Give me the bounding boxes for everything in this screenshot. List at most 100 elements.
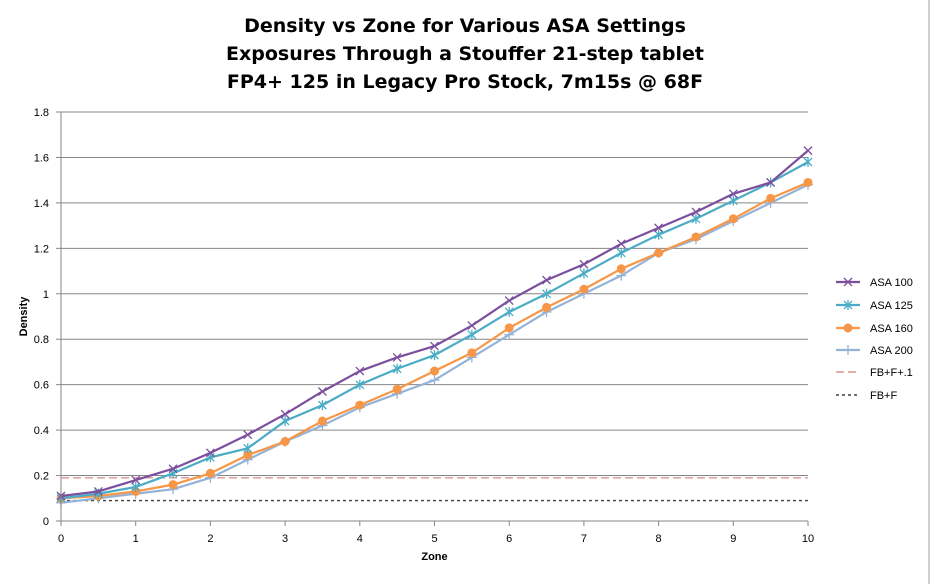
x-tick-label: 5 [431, 533, 437, 545]
x-tick-label: 9 [730, 533, 736, 545]
y-tick-label: 0.2 [34, 471, 49, 483]
data-point [429, 375, 440, 386]
data-point [392, 352, 402, 362]
data-point [467, 348, 477, 358]
data-point [691, 207, 701, 217]
data-point [691, 213, 701, 224]
data-point [131, 475, 141, 485]
x-tick-label: 0 [58, 533, 64, 545]
series-lines [56, 146, 813, 508]
data-point [280, 436, 290, 446]
data-point [579, 268, 589, 279]
data-point [504, 323, 514, 333]
data-point [168, 464, 178, 474]
data-point [355, 400, 365, 410]
y-tick-label: 1.8 [34, 107, 49, 119]
y-tick-label: 0.4 [34, 425, 49, 437]
data-point [205, 468, 215, 478]
data-point [542, 275, 552, 285]
data-point [280, 416, 290, 427]
x-tick-label: 4 [357, 533, 363, 545]
data-point [280, 409, 290, 419]
x-tick-label: 10 [802, 533, 814, 545]
x-axis-title: Zone [421, 551, 447, 563]
data-point [317, 387, 327, 396]
data-point [355, 366, 365, 376]
gridlines [61, 111, 808, 477]
data-point [803, 156, 813, 167]
y-tick-label: 1 [43, 289, 49, 301]
data-point [579, 284, 589, 294]
series-line-3 [60, 181, 809, 500]
data-point [542, 302, 552, 312]
data-point [691, 232, 701, 242]
x-tick-label: 7 [581, 533, 587, 545]
data-point [728, 214, 738, 224]
chart-title-line-2: Exposures Through a Stouffer 21-step tab… [226, 43, 704, 65]
legend-label: ASA 125 [870, 300, 913, 312]
y-tick-label: 1.4 [34, 198, 49, 210]
series-line-4 [60, 183, 809, 504]
data-point [579, 259, 589, 269]
data-point [654, 229, 664, 240]
legend-label: ASA 200 [870, 345, 913, 357]
data-point [467, 321, 477, 331]
data-point [243, 430, 253, 440]
data-point [654, 248, 664, 258]
data-point [467, 329, 477, 340]
data-point [843, 277, 853, 287]
data-point [392, 363, 402, 374]
data-point [843, 345, 853, 355]
data-point [243, 443, 253, 454]
legend-label: FB+F [870, 390, 897, 402]
x-tick-label: 6 [506, 533, 512, 545]
data-point [728, 189, 738, 199]
legend-label: FB+F+.1 [870, 367, 913, 379]
y-tick-label: 1.2 [34, 243, 49, 255]
y-tick-label: 1.6 [34, 152, 49, 164]
data-point [542, 288, 552, 299]
y-tick-label: 0.6 [34, 380, 49, 392]
data-point [430, 366, 439, 376]
x-tick-label: 3 [282, 533, 288, 545]
data-point [205, 448, 215, 458]
data-point [430, 350, 439, 361]
data-point [803, 177, 813, 187]
legend-label: ASA 100 [870, 277, 913, 289]
data-point [430, 341, 439, 351]
data-point [392, 384, 402, 394]
data-point [766, 177, 776, 187]
data-point [131, 481, 141, 492]
data-point [766, 193, 776, 203]
data-point [317, 400, 327, 411]
y-tick-label: 0.8 [34, 334, 49, 346]
axes: 0 0.2 0.4 0.6 0.8 1 1.2 1.4 1.6 1.8 0 1 2 3 4 5 6 7 8 9 10 [34, 107, 814, 545]
data-point [843, 323, 853, 333]
data-point [168, 480, 178, 490]
data-point [616, 264, 626, 274]
data-point [93, 487, 103, 496]
x-tick-label: 8 [656, 533, 662, 545]
chart-title-line-3: FP4+ 125 in Legacy Pro Stock, 7m15s @ 68… [226, 71, 704, 93]
data-point [843, 300, 853, 310]
window-edge [928, 0, 930, 584]
data-point [616, 247, 626, 258]
data-point [728, 195, 738, 206]
x-tick-label: 1 [133, 533, 139, 545]
legend-label: ASA 160 [870, 323, 913, 335]
data-point [355, 379, 365, 390]
y-tick-label: 0 [43, 516, 49, 528]
reference-lines [61, 477, 808, 502]
x-tick-label: 2 [207, 533, 213, 545]
legend: ASA 100 ASA 125 ASA 160 ASA 200 FB+F+.1 FB+F [836, 277, 913, 402]
data-point [654, 223, 664, 233]
data-point [616, 239, 626, 249]
data-point [504, 306, 514, 317]
data-point [803, 146, 813, 156]
chart-title-line-1: Density vs Zone for Various ASA Settings [244, 15, 686, 37]
data-point [504, 296, 514, 306]
y-axis-title: Density [18, 296, 30, 337]
data-point [317, 416, 327, 426]
